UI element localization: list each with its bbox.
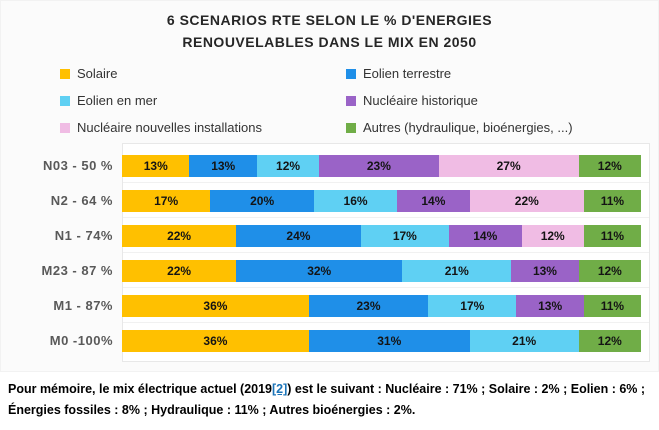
bar-segment: 12% (521, 224, 584, 247)
bar-segment: 22% (122, 224, 237, 247)
legend-item: Eolien en mer (60, 93, 346, 108)
category-label: M1 - 87% (53, 298, 113, 314)
bar-track: 13% 13% 12% 23% 27% 12% (122, 154, 641, 177)
bar-track: 22% 24% 17% 14% 12% 11% (122, 224, 641, 247)
legend-label: Nucléaire historique (363, 93, 478, 109)
chart-rows: N03 - 50 % 13% 13% 12% 23% 27% 12% N2 - 64 % 17%… (1, 148, 658, 358)
legend-label: Eolien en mer (77, 93, 158, 109)
legend-item: Autres (hydraulique, bioénergies, ...) (346, 120, 658, 135)
bar-row: N03 - 50 % 13% 13% 12% 23% 27% 12% (1, 148, 658, 184)
bar-segment: 12% (256, 154, 320, 177)
footnote: Pour mémoire, le mix électrique actuel (… (0, 372, 659, 430)
legend-label: Nucléaire nouvelles installations (77, 120, 262, 136)
bar-segment: 36% (122, 294, 309, 317)
bar-segment: 12% (578, 154, 641, 177)
bar-segment: 20% (210, 189, 315, 212)
legend-item: Solaire (60, 66, 346, 81)
bar-segment: 22% (122, 259, 237, 282)
bar-row: N1 - 74% 22% 24% 17% 14% 12% 11% (1, 218, 658, 254)
legend-label: Solaire (77, 66, 118, 82)
legend-item: Nucléaire nouvelles installations (60, 120, 346, 135)
bar-track: 22% 32% 21% 13% 12% (122, 259, 641, 282)
legend-color-swatch (346, 68, 356, 79)
bar-track: 17% 20% 16% 14% 22% 11% (122, 189, 641, 212)
bar-row: M23 - 87 % 22% 32% 21% 13% 12% (1, 253, 658, 289)
bar-segment: 16% (314, 189, 398, 212)
legend-item: Nucléaire historique (346, 93, 658, 108)
footnote-text-after: ) est le suivant : Nucléaire : 71% ; Sol… (8, 382, 646, 417)
bar-track: 36% 23% 17% 13% 11% (122, 294, 641, 317)
bar-track: 36% 31% 21% 12% (122, 329, 641, 352)
bar-segment: 31% (308, 329, 470, 352)
bar-row: M0 -100% 36% 31% 21% 12% (1, 323, 658, 358)
bar-segment: 36% (122, 329, 309, 352)
chart-legend: Solaire Eolien terrestre Eolien en mer Nucl… (60, 66, 658, 135)
bar-segment: 14% (448, 224, 522, 247)
bar-segment: 13% (122, 154, 190, 177)
bar-segment: 13% (516, 294, 584, 317)
bar-segment: 12% (578, 329, 641, 352)
category-label: N1 - 74% (54, 228, 113, 244)
legend-color-swatch (346, 122, 356, 133)
legend-color-swatch (60, 68, 70, 79)
legend-color-swatch (60, 122, 70, 133)
category-label: N2 - 64 % (50, 193, 113, 209)
chart-title-line1: 6 SCENARIOS RTE SELON LE % D'ENERGIES (166, 12, 493, 28)
bar-segment: 13% (511, 259, 579, 282)
bar-segment: 14% (397, 189, 470, 212)
chart-title: 6 SCENARIOS RTE SELON LE % D'ENERGIES RE… (1, 10, 658, 53)
bar-segment: 21% (402, 259, 512, 282)
bar-segment: 12% (578, 259, 641, 282)
legend-color-swatch (346, 95, 356, 106)
chart-panel: 6 SCENARIOS RTE SELON LE % D'ENERGIES RE… (0, 0, 659, 372)
chart-body: N03 - 50 % 13% 13% 12% 23% 27% 12% N2 - 64 % 17%… (1, 143, 658, 363)
bar-row: M1 - 87% 36% 23% 17% 13% 11% (1, 288, 658, 324)
bar-segment: 11% (583, 224, 641, 247)
category-label: M0 -100% (49, 333, 113, 349)
legend-item: Eolien terrestre (346, 66, 658, 81)
legend-label: Autres (hydraulique, bioénergies, ...) (363, 120, 573, 136)
footnote-text-before: Pour mémoire, le mix électrique actuel (… (8, 382, 273, 396)
legend-label: Eolien terrestre (363, 66, 452, 82)
bar-segment: 23% (319, 154, 439, 177)
bar-segment: 22% (469, 189, 584, 212)
bar-segment: 17% (428, 294, 517, 317)
bar-segment: 11% (583, 294, 641, 317)
chart-title-line2: RENOUVELABLES DANS LE MIX EN 2050 (182, 33, 477, 50)
category-label: N03 - 50 % (42, 158, 113, 174)
bar-segment: 21% (469, 329, 579, 352)
bar-segment: 17% (122, 189, 211, 212)
reference-link[interactable]: [2] (272, 382, 288, 396)
bar-segment: 27% (438, 154, 579, 177)
bar-segment: 13% (189, 154, 257, 177)
bar-segment: 17% (360, 224, 449, 247)
bar-row: N2 - 64 % 17% 20% 16% 14% 22% 11% (1, 183, 658, 219)
bar-segment: 32% (236, 259, 403, 282)
bar-segment: 11% (583, 189, 641, 212)
category-label: M23 - 87 % (41, 263, 113, 279)
legend-color-swatch (60, 95, 70, 106)
bar-segment: 24% (236, 224, 361, 247)
bar-segment: 23% (308, 294, 429, 317)
